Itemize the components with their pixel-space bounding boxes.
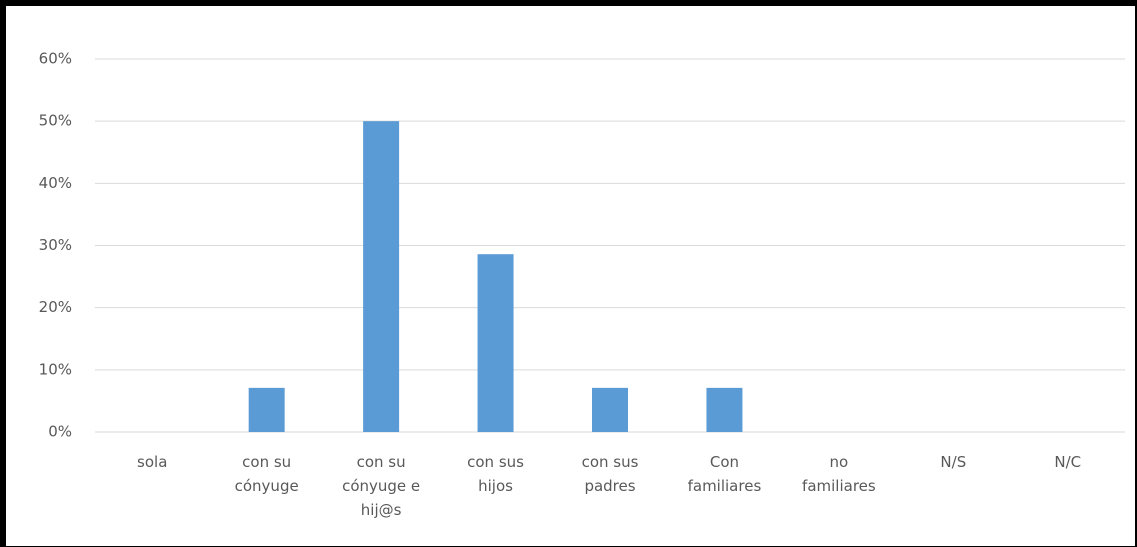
bar xyxy=(477,254,514,432)
y-tick-label: 60% xyxy=(39,50,72,68)
bar xyxy=(706,387,743,432)
bar xyxy=(363,121,400,433)
bar xyxy=(592,387,628,432)
x-tick-label: no familiares xyxy=(802,453,876,495)
x-tick-label: Con familiares xyxy=(688,453,762,495)
x-tick-label: N/S xyxy=(940,453,966,471)
x-tick-label: N/C xyxy=(1054,453,1081,471)
x-tick-label: sola xyxy=(137,453,167,471)
y-tick-label: 30% xyxy=(39,236,72,254)
y-tick-label: 10% xyxy=(39,360,72,378)
y-tick-label: 40% xyxy=(39,174,72,192)
y-tick-label: 50% xyxy=(39,112,72,130)
x-tick-label: con su cónyuge e hij@s xyxy=(342,453,420,519)
bar xyxy=(248,387,285,432)
y-tick-label: 20% xyxy=(39,298,72,316)
x-tick-label: con sus hijos xyxy=(467,453,524,495)
x-tick-label: con su cónyuge xyxy=(235,453,299,495)
y-tick-label: 0% xyxy=(48,423,72,441)
x-tick-label: con sus padres xyxy=(582,453,639,495)
